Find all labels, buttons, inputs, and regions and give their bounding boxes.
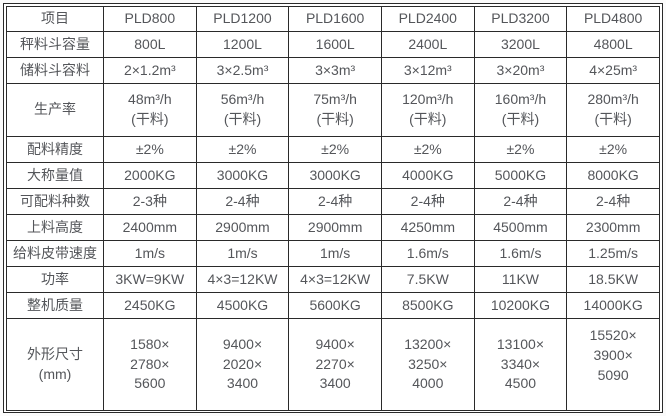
spec-cell: ±2% xyxy=(380,136,475,163)
table-row-max-weighing-value: 大称量值 2000KG 3000KG 3000KG 4000KG 5000KG … xyxy=(6,162,660,189)
spec-cell: 280m³/h (干料) xyxy=(566,83,660,137)
spec-cell: 15520× 3900× 5090 xyxy=(566,318,660,411)
spec-cell: ±2% xyxy=(473,136,568,163)
spec-cell: 3×2.5m³ xyxy=(195,57,290,84)
spec-cell: 3000KG xyxy=(288,162,382,189)
spec-cell: ±2% xyxy=(288,136,382,163)
spec-cell: 14000KG xyxy=(566,292,660,319)
spec-cell: 800L xyxy=(103,31,197,58)
row-label: 大称量值 xyxy=(6,162,104,189)
table-row-overall-dimensions: 外形尺寸 (mm) 1580× 2780× 5600 9400× 2020× 3… xyxy=(6,318,660,411)
header-cell-model-pld3200: PLD3200 xyxy=(473,6,568,32)
table-row-total-weight: 整机质量 2450KG 4500KG 5600KG 8500KG 10200KG… xyxy=(6,292,660,319)
spec-table: 项目 PLD800 PLD1200 PLD1600 PLD2400 PLD320… xyxy=(6,6,660,411)
row-label: 配料精度 xyxy=(6,136,104,163)
spec-cell: 2-4种 xyxy=(288,188,382,215)
spec-cell: 2-4种 xyxy=(473,188,568,215)
spec-cell: 4000KG xyxy=(380,162,475,189)
row-label: 上料高度 xyxy=(6,214,104,241)
spec-cell: 2000KG xyxy=(103,162,197,189)
spec-cell: 3200L xyxy=(473,31,568,58)
spec-cell: 1.6m/s xyxy=(473,240,568,267)
spec-cell: 3×12m³ xyxy=(380,57,475,84)
spec-cell: ±2% xyxy=(103,136,197,163)
spec-cell: ±2% xyxy=(195,136,290,163)
spec-cell: 2400L xyxy=(380,31,475,58)
spec-cell: 1m/s xyxy=(288,240,382,267)
header-cell-model-pld800: PLD800 xyxy=(103,6,197,32)
header-cell-model-pld1600: PLD1600 xyxy=(288,6,382,32)
spec-cell: 160m³/h (干料) xyxy=(473,83,568,137)
spec-cell: 3×20m³ xyxy=(473,57,568,84)
spec-cell: 1.25m/s xyxy=(566,240,660,267)
spec-cell: 2-4种 xyxy=(195,188,290,215)
spec-cell: 4500mm xyxy=(473,214,568,241)
table-row-feeding-height: 上料高度 2400mm 2900mm 2900mm 4250mm 4500mm … xyxy=(6,214,660,241)
spec-cell: 1600L xyxy=(288,31,382,58)
spec-cell: 4500KG xyxy=(195,292,290,319)
row-label: 外形尺寸 (mm) xyxy=(6,318,104,411)
row-label: 储料斗容料 xyxy=(6,57,104,84)
table-row-belt-speed: 给料皮带速度 1m/s 1m/s 1m/s 1.6m/s 1.6m/s 1.25… xyxy=(6,240,660,267)
spec-cell: 2-4种 xyxy=(380,188,475,215)
spec-cell: 8500KG xyxy=(380,292,475,319)
row-label: 整机质量 xyxy=(6,292,104,319)
spec-cell: 1200L xyxy=(195,31,290,58)
spec-cell: 1580× 2780× 5600 xyxy=(103,318,197,411)
spec-cell: 75m³/h (干料) xyxy=(288,83,382,137)
table-row-material-types: 可配料种数 2-3种 2-4种 2-4种 2-4种 2-4种 2-4种 xyxy=(6,188,660,215)
row-label: 可配料种数 xyxy=(6,188,104,215)
spec-cell: 1m/s xyxy=(195,240,290,267)
spec-cell: 3000KG xyxy=(195,162,290,189)
spec-cell: 56m³/h (干料) xyxy=(195,83,290,137)
table-row-weigh-hopper-capacity: 秤料斗容量 800L 1200L 1600L 2400L 3200L 4800L xyxy=(6,31,660,58)
spec-cell: 10200KG xyxy=(473,292,568,319)
spec-cell: 1.6m/s xyxy=(380,240,475,267)
spec-cell: 9400× 2270× 3400 xyxy=(288,318,382,411)
spec-cell: 11KW xyxy=(473,266,568,293)
row-label: 秤料斗容量 xyxy=(6,31,104,58)
spec-cell: 2-3种 xyxy=(103,188,197,215)
spec-cell: 13200× 3250× 4000 xyxy=(380,318,475,411)
spec-cell: 2400mm xyxy=(103,214,197,241)
spec-cell: 18.5KW xyxy=(566,266,660,293)
spec-cell: 2900mm xyxy=(195,214,290,241)
spec-cell: 2300mm xyxy=(566,214,660,241)
spec-cell: 3×3m³ xyxy=(288,57,382,84)
spec-cell: 13100× 3340× 4500 xyxy=(473,318,568,411)
spec-cell: 4800L xyxy=(566,31,660,58)
table-row-power: 功率 3KW=9KW 4×3=12KW 4×3=12KW 7.5KW 11KW … xyxy=(6,266,660,293)
table-row-productivity: 生产率 48m³/h (干料) 56m³/h (干料) 75m³/h (干料) … xyxy=(6,83,660,137)
header-cell-item: 项目 xyxy=(6,6,104,32)
spec-cell: ±2% xyxy=(566,136,660,163)
spec-cell: 3KW=9KW xyxy=(103,266,197,293)
spec-cell: 8000KG xyxy=(566,162,660,189)
spec-cell: 4×3=12KW xyxy=(195,266,290,293)
header-row: 项目 PLD800 PLD1200 PLD1600 PLD2400 PLD320… xyxy=(6,6,660,32)
spec-table-frame: 项目 PLD800 PLD1200 PLD1600 PLD2400 PLD320… xyxy=(3,3,663,413)
header-cell-model-pld2400: PLD2400 xyxy=(380,6,475,32)
spec-cell: 48m³/h (干料) xyxy=(103,83,197,137)
header-cell-model-pld1200: PLD1200 xyxy=(195,6,290,32)
spec-cell: 2900mm xyxy=(288,214,382,241)
spec-cell: 4250mm xyxy=(380,214,475,241)
row-label: 功率 xyxy=(6,266,104,293)
row-label: 给料皮带速度 xyxy=(6,240,104,267)
spec-cell: 4×3=12KW xyxy=(288,266,382,293)
table-row-batching-accuracy: 配料精度 ±2% ±2% ±2% ±2% ±2% ±2% xyxy=(6,136,660,163)
spec-cell: 2450KG xyxy=(103,292,197,319)
spec-cell: 5600KG xyxy=(288,292,382,319)
spec-cell: 7.5KW xyxy=(380,266,475,293)
header-cell-model-pld4800: PLD4800 xyxy=(566,6,660,32)
spec-cell: 9400× 2020× 3400 xyxy=(195,318,290,411)
spec-cell: 120m³/h (干料) xyxy=(380,83,475,137)
spec-cell: 1m/s xyxy=(103,240,197,267)
spec-cell: 2×1.2m³ xyxy=(103,57,197,84)
row-label: 生产率 xyxy=(6,83,104,137)
spec-cell: 4×25m³ xyxy=(566,57,660,84)
table-row-storage-hopper-capacity: 储料斗容料 2×1.2m³ 3×2.5m³ 3×3m³ 3×12m³ 3×20m… xyxy=(6,57,660,84)
spec-cell: 5000KG xyxy=(473,162,568,189)
spec-cell: 2-4种 xyxy=(566,188,660,215)
